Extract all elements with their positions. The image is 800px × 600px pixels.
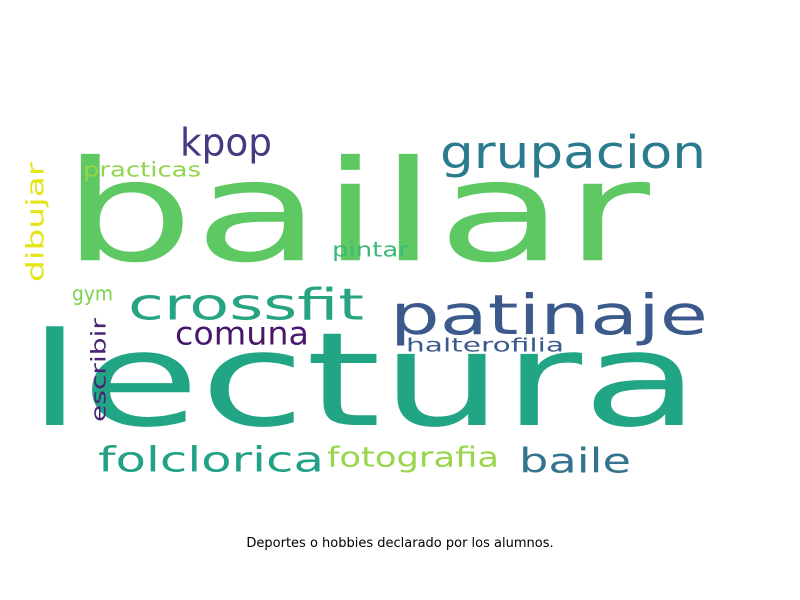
word-lectura: lectura xyxy=(28,304,700,456)
word-pintar: pintar xyxy=(332,239,409,262)
word-gym: gym xyxy=(72,283,113,306)
word-baile: baile xyxy=(519,441,631,481)
word-crossfit: crossfit xyxy=(128,279,364,331)
word-grupacion: grupacion xyxy=(440,126,706,179)
word-escribir: escribir xyxy=(88,318,111,422)
word-kpop: kpop xyxy=(180,120,272,165)
word-comuna: comuna xyxy=(175,316,309,353)
word-halterofilia: halterofilia xyxy=(406,334,564,356)
word-dibujar: dibujar xyxy=(22,162,50,282)
word-fotografia: fotografia xyxy=(327,441,499,474)
word-folclorica: folclorica xyxy=(98,440,324,481)
word-practicas: practicas xyxy=(83,159,201,182)
caption: Deportes o hobbies declarado por los alu… xyxy=(246,536,554,551)
word-bailar: bailar xyxy=(62,131,650,294)
word-patinaje: patinaje xyxy=(390,283,708,348)
